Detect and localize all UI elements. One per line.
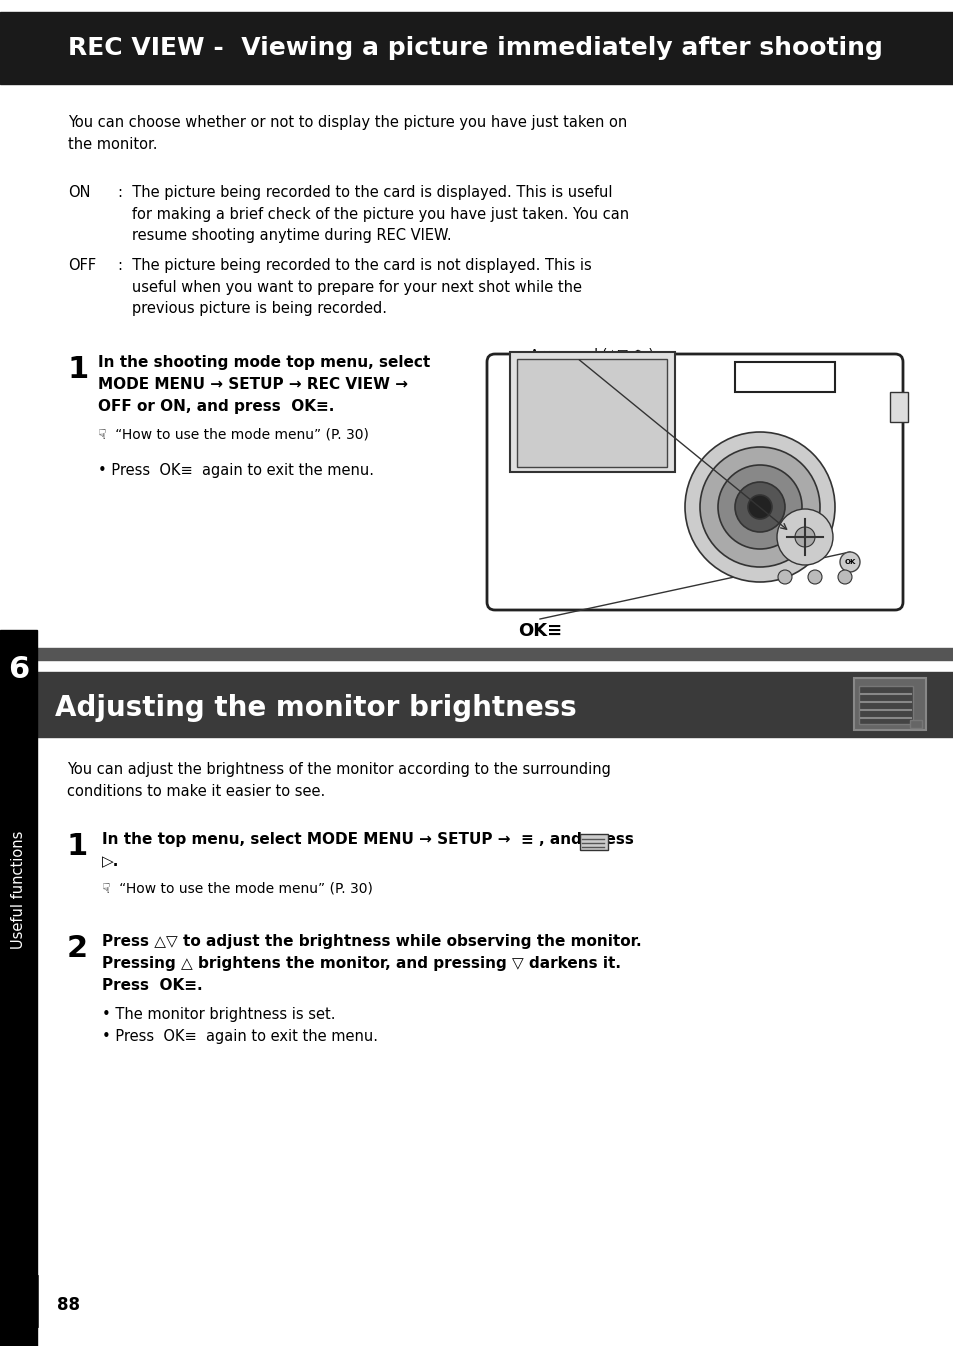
Circle shape	[700, 447, 820, 567]
Text: You can choose whether or not to display the picture you have just taken on
the : You can choose whether or not to display…	[68, 114, 626, 152]
Bar	[579, 835, 607, 851]
Circle shape	[734, 482, 784, 532]
Text: 6: 6	[8, 656, 30, 685]
Text: ▷.: ▷.	[102, 853, 119, 870]
Bar	[889, 392, 907, 423]
Bar	[37, 672, 953, 738]
Text: REC VIEW -  Viewing a picture immediately after shooting: REC VIEW - Viewing a picture immediately…	[68, 36, 882, 61]
Text: :  The picture being recorded to the card is not displayed. This is
   useful wh: : The picture being recorded to the card…	[118, 258, 591, 316]
Text: Adjusting the monitor brightness: Adjusting the monitor brightness	[55, 693, 577, 721]
Text: ☟  “How to use the mode menu” (P. 30): ☟ “How to use the mode menu” (P. 30)	[98, 428, 369, 441]
Text: 2: 2	[67, 934, 88, 962]
Bar	[0, 12, 953, 83]
Text: In the shooting mode top menu, select
MODE MENU → SETUP → REC VIEW →
OFF or ON, : In the shooting mode top menu, select MO…	[98, 355, 430, 415]
Circle shape	[684, 432, 834, 581]
Bar	[0, 647, 953, 660]
Text: In the top menu, select MODE MENU → SETUP →  ≡ , and press: In the top menu, select MODE MENU → SETU…	[102, 832, 633, 847]
Circle shape	[840, 552, 859, 572]
Text: Arrow pad (△▽◁▷): Arrow pad (△▽◁▷)	[530, 349, 653, 361]
Text: OFF: OFF	[68, 258, 96, 273]
Circle shape	[747, 495, 771, 520]
Bar	[853, 678, 925, 730]
Text: • The monitor brightness is set.: • The monitor brightness is set.	[102, 1007, 335, 1022]
Bar	[734, 362, 834, 392]
Bar	[858, 686, 912, 724]
Text: ON: ON	[68, 184, 91, 201]
Text: You can adjust the brightness of the monitor according to the surrounding
condit: You can adjust the brightness of the mon…	[67, 762, 610, 798]
Circle shape	[807, 569, 821, 584]
Bar	[0, 630, 37, 1346]
Circle shape	[837, 569, 851, 584]
Bar	[510, 353, 675, 472]
Text: 88: 88	[57, 1296, 80, 1314]
Circle shape	[718, 464, 801, 549]
Text: ☟  “How to use the mode menu” (P. 30): ☟ “How to use the mode menu” (P. 30)	[102, 882, 373, 896]
Text: Press △▽ to adjust the brightness while observing the monitor.
Pressing △ bright: Press △▽ to adjust the brightness while …	[102, 934, 641, 993]
Circle shape	[778, 569, 791, 584]
Bar	[515, 365, 575, 388]
Circle shape	[794, 528, 814, 546]
Bar	[517, 359, 666, 467]
Bar	[909, 720, 921, 728]
Text: :  The picture being recorded to the card is displayed. This is useful
   for ma: : The picture being recorded to the card…	[118, 184, 628, 244]
Text: OK: OK	[843, 559, 855, 565]
Text: 1: 1	[68, 355, 90, 384]
Text: OK≡: OK≡	[517, 622, 561, 639]
Text: Useful functions: Useful functions	[11, 830, 26, 949]
Circle shape	[776, 509, 832, 565]
Text: • Press  OK≡  again to exit the menu.: • Press OK≡ again to exit the menu.	[102, 1028, 377, 1044]
Text: 1: 1	[67, 832, 89, 861]
Text: • Press  OK≡  again to exit the menu.: • Press OK≡ again to exit the menu.	[98, 463, 374, 478]
